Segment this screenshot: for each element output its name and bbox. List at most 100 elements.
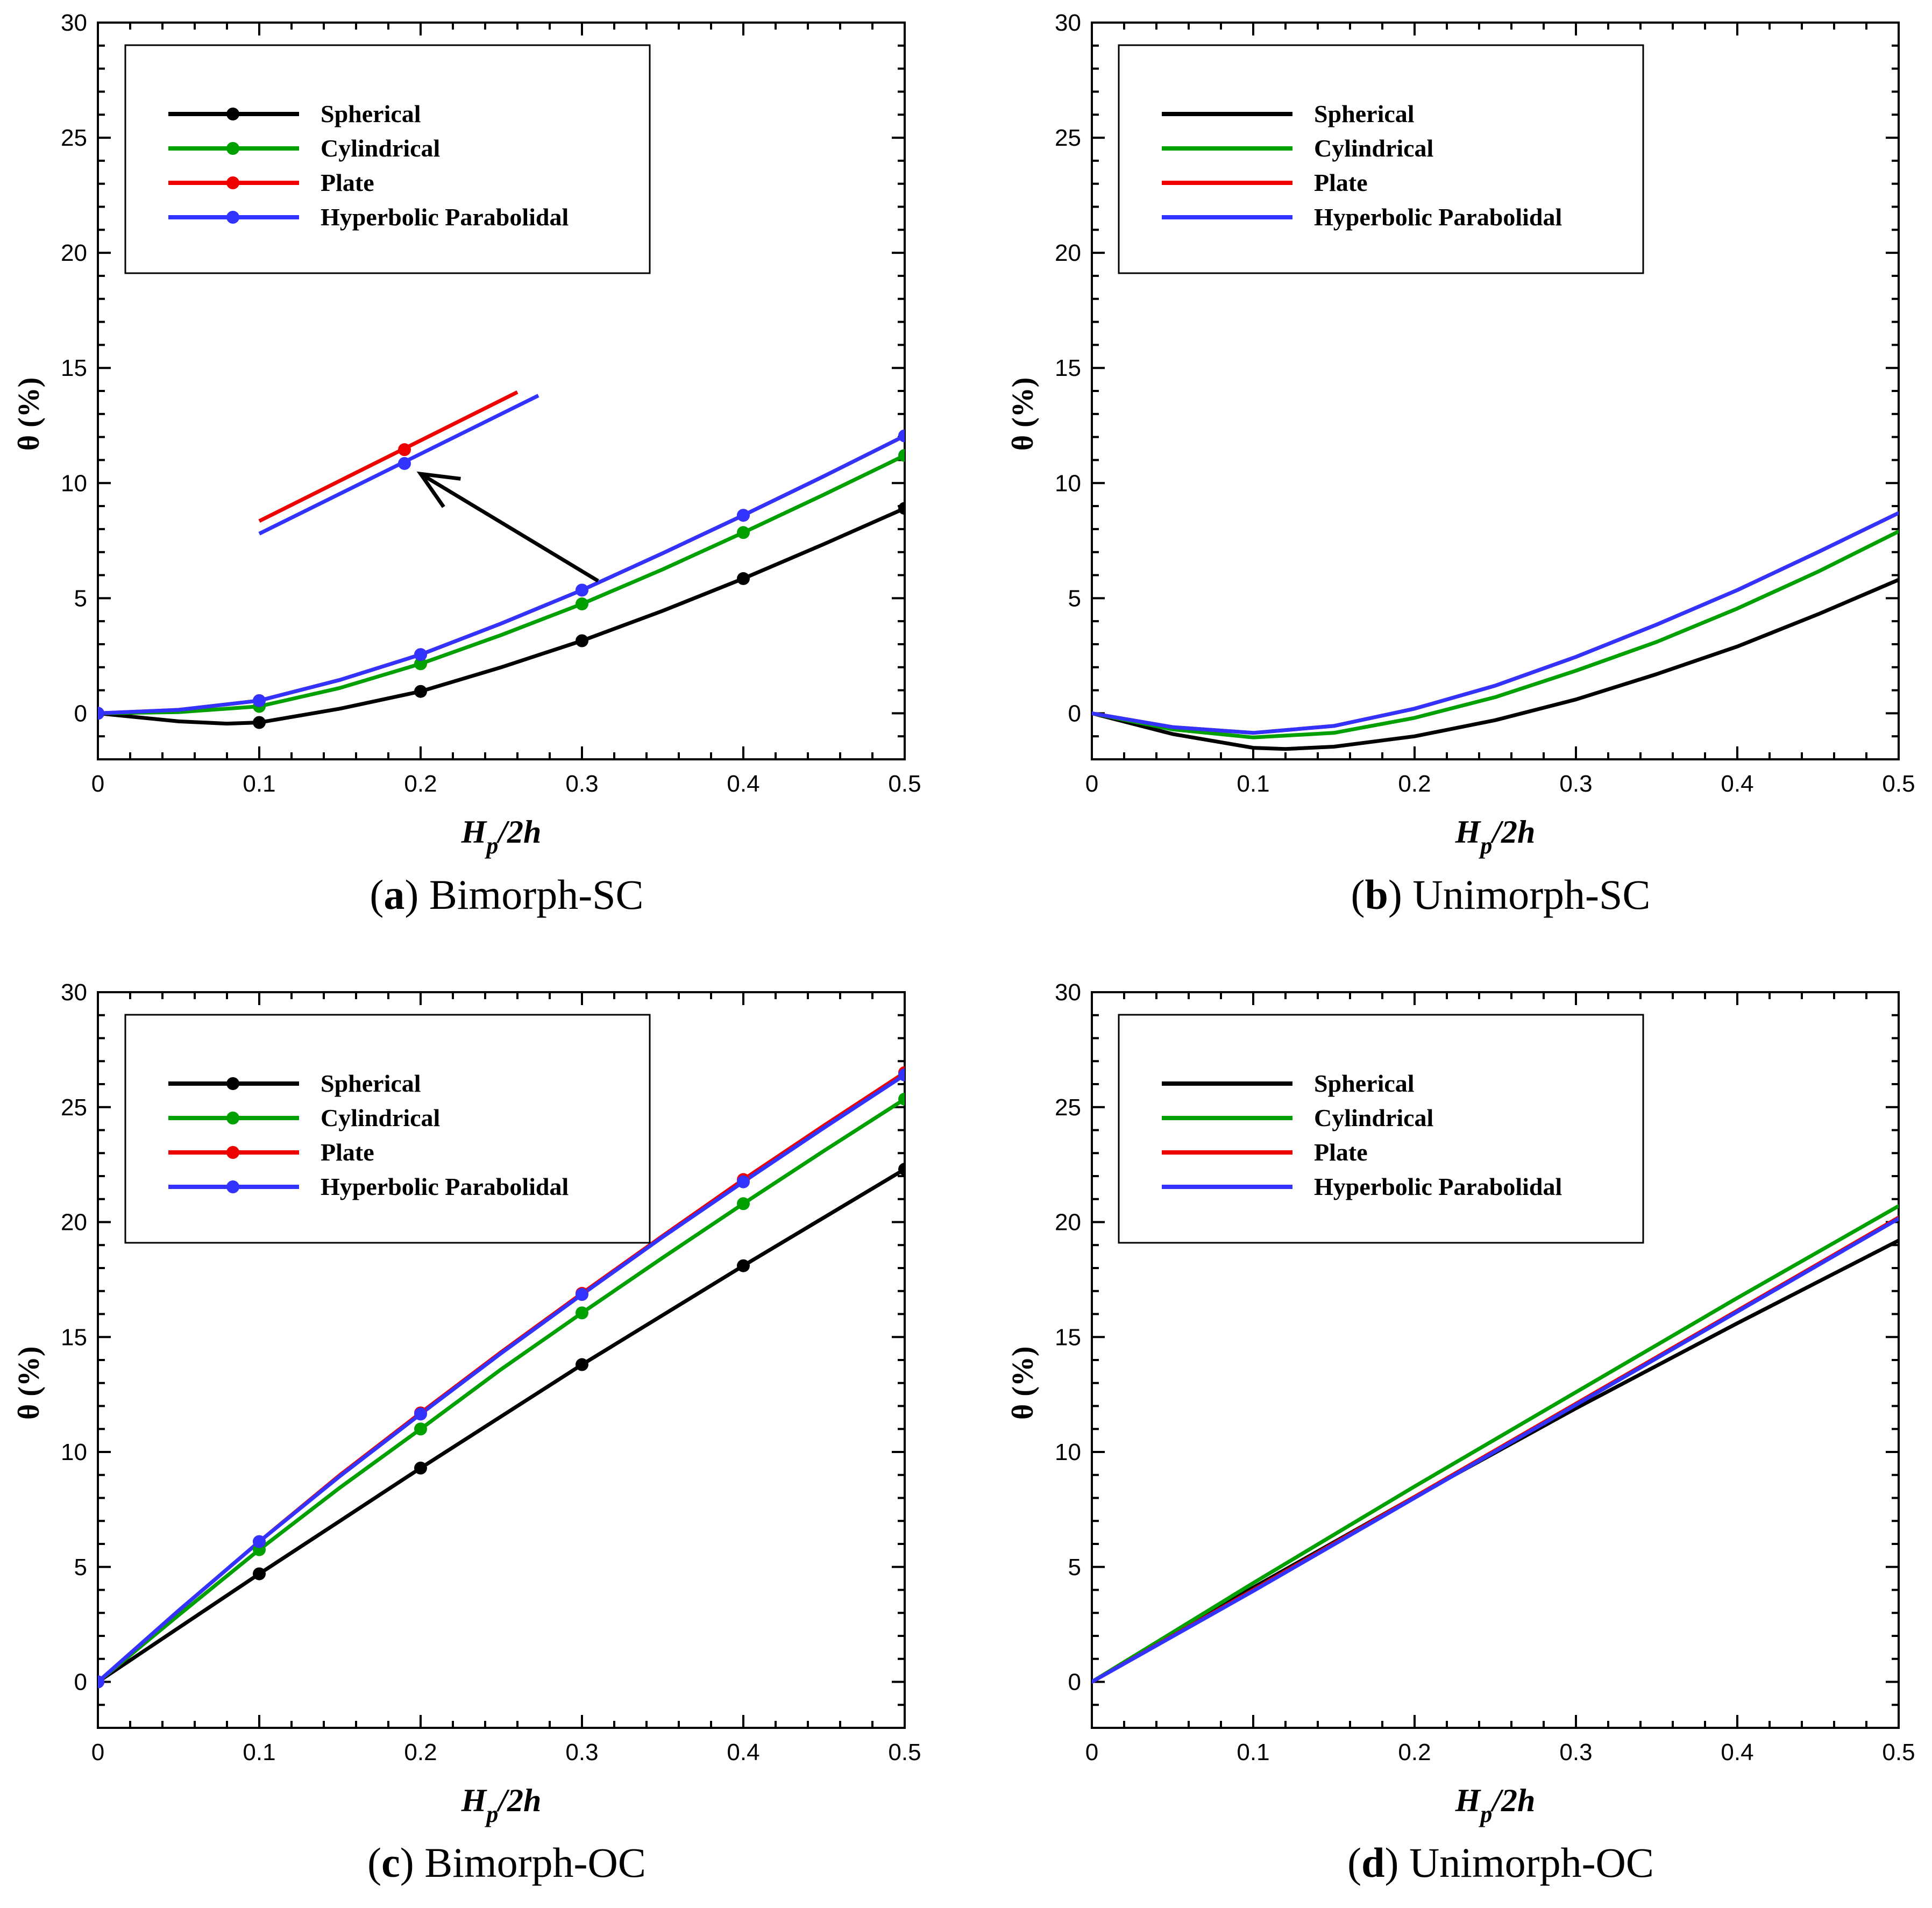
data-point-hyperbolic-parabolidal: [737, 1175, 750, 1188]
x-axis-title-tail: /2h: [1490, 814, 1535, 850]
y-tick-label: 15: [1055, 355, 1081, 381]
x-tick-label: 0.3: [565, 771, 598, 797]
series-line-cylindrical: [98, 1097, 905, 1684]
y-tick-label: 10: [61, 1439, 87, 1465]
legend-label-spherical: Spherical: [321, 1070, 421, 1097]
y-axis-title: θ (%): [12, 1346, 46, 1420]
data-point-cylindrical: [576, 1306, 588, 1320]
y-tick-label: 0: [74, 700, 87, 727]
caption-text: Bimorph-OC: [424, 1839, 646, 1886]
x-axis-title: Hp/2h: [1455, 1783, 1536, 1827]
caption-close-paren: ): [1384, 1839, 1409, 1886]
data-point-cylindrical: [414, 657, 427, 671]
legend-label-plate: Plate: [321, 169, 374, 196]
legend-label-plate: Plate: [321, 1138, 374, 1166]
series-group: [98, 1066, 905, 1689]
data-point-spherical: [414, 1461, 427, 1475]
data-point-cylindrical: [576, 597, 588, 611]
caption-open-paren: (: [1347, 1839, 1361, 1886]
y-tick-label: 10: [1055, 1439, 1081, 1465]
series-line-hyperbolic-parabolidal: [1092, 1216, 1899, 1684]
x-axis-title: Hp/2h: [461, 814, 542, 859]
data-point-spherical: [898, 1163, 905, 1176]
series-line-plate: [1092, 511, 1899, 735]
caption-letter: b: [1365, 871, 1388, 918]
y-tick-label: 20: [1055, 240, 1081, 266]
x-tick-label: 0.2: [404, 771, 437, 797]
y-tick-label: 15: [61, 1324, 87, 1350]
caption-text: Unimorph-SC: [1412, 871, 1650, 918]
zoom-arrow: [420, 472, 599, 583]
legend-marker-cylindrical: [226, 1112, 239, 1124]
data-point-spherical: [253, 716, 266, 729]
data-point-hyperbolic-parabolidal: [898, 1068, 905, 1081]
x-tick-label: 0.4: [727, 771, 759, 797]
x-tick-label: 0.1: [243, 1739, 275, 1765]
caption-letter: d: [1361, 1839, 1384, 1886]
legend-marker-spherical: [226, 108, 239, 120]
x-axis-title-sub: p: [484, 832, 498, 859]
series-line-spherical: [98, 506, 905, 726]
legend-marker-plate: [226, 1146, 239, 1159]
x-axis-title-tail: /2h: [496, 814, 541, 850]
chart-panel-a: 0 0.1 0.2 0.3 0.4 0.5 0 5 10 15 20 25 30 Hp/2h θ (%) Sp…: [12, 10, 921, 918]
x-tick-label: 0.2: [1398, 1739, 1431, 1765]
x-tick-label: 0.2: [404, 1739, 437, 1765]
data-point-cylindrical: [737, 1197, 750, 1211]
legend-marker-plate: [226, 176, 239, 189]
y-tick-label: 5: [74, 585, 87, 611]
data-point-spherical: [737, 1259, 750, 1272]
caption-text: Bimorph-SC: [429, 871, 644, 918]
series-line-cylindrical: [1092, 529, 1899, 739]
series-group: [98, 429, 905, 729]
y-tick-label: 25: [61, 1094, 87, 1121]
legend: Spherical Cylindrical Plate Hyperbolic Para…: [124, 1014, 651, 1244]
data-point-hyperbolic-parabolidal: [98, 707, 104, 720]
series-line-hyperbolic-parabolidal: [98, 434, 905, 715]
y-axis-title: θ (%): [12, 378, 46, 451]
x-axis-title-main: H: [1455, 1783, 1482, 1818]
y-tick-label: 0: [1068, 700, 1081, 727]
y-tick-label: 15: [61, 355, 87, 381]
y-tick-label: 15: [1055, 1324, 1081, 1350]
legend: Spherical Cylindrical Plate Hyperbolic Para…: [124, 44, 651, 274]
x-tick-label: 0.5: [888, 1739, 921, 1765]
legend-label-cylindrical: Cylindrical: [321, 1104, 440, 1131]
x-tick-label: 0: [91, 771, 104, 797]
x-tick-label: 0: [91, 1739, 104, 1765]
legend: Spherical Cylindrical Plate Hyperbolic Para…: [1118, 1014, 1644, 1244]
y-tick-label: 20: [1055, 1209, 1081, 1236]
x-axis-title-main: H: [461, 1783, 488, 1818]
series-line-plate: [98, 434, 905, 715]
series-line-spherical: [98, 1167, 905, 1684]
x-axis-title-main: H: [461, 814, 488, 850]
legend-label-spherical: Spherical: [321, 100, 421, 127]
legend-label-plate: Plate: [1314, 169, 1368, 196]
x-axis-title-sub: p: [1478, 832, 1492, 859]
y-tick-label: 20: [61, 1209, 87, 1236]
zoom-inset: [258, 390, 599, 583]
data-point-spherical: [898, 502, 905, 515]
chart-panel-b: 0 0.1 0.2 0.3 0.4 0.5 0 5 10 15 20 25 30 Hp/2h θ (%) Sp…: [1006, 10, 1915, 918]
series-line-hyperbolic-parabolidal: [98, 1073, 905, 1684]
inset-line-plate: [258, 390, 518, 523]
y-axis-title: θ (%): [1006, 1346, 1040, 1420]
x-tick-label: 0.5: [888, 771, 921, 797]
y-tick-label: 30: [1055, 979, 1081, 1006]
data-point-spherical: [576, 634, 588, 647]
y-tick-label: 25: [1055, 125, 1081, 151]
data-point-hyperbolic-parabolidal: [898, 429, 905, 443]
caption-open-paren: (: [367, 1839, 381, 1886]
data-point-hyperbolic-parabolidal: [414, 1407, 427, 1421]
data-point-hyperbolic-parabolidal: [737, 509, 750, 522]
x-axis-title-tail: /2h: [1490, 1783, 1535, 1818]
data-point-hyperbolic-parabolidal: [253, 694, 266, 707]
y-tick-label: 5: [1068, 585, 1081, 611]
panel-caption: (b) Unimorph-SC: [1351, 871, 1651, 918]
x-axis-title-tail: /2h: [496, 1783, 541, 1818]
legend-label-hyperbolic-parabolidal: Hyperbolic Parabolidal: [321, 1173, 569, 1200]
legend-label-cylindrical: Cylindrical: [321, 134, 440, 162]
y-tick-label: 30: [61, 10, 87, 36]
x-axis-title-sub: p: [1478, 1801, 1492, 1827]
